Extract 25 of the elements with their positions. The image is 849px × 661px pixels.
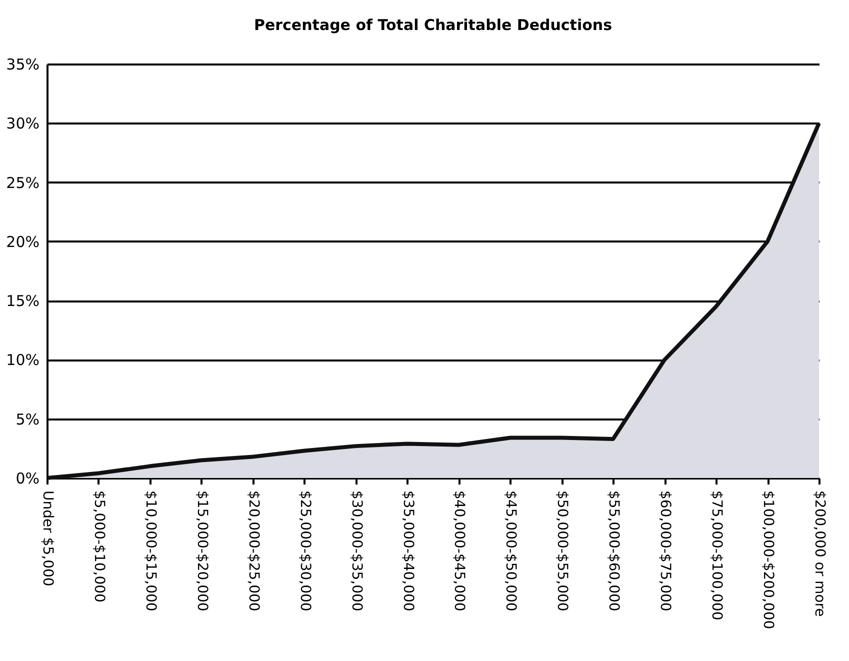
y-tick-label: 15%	[6, 292, 40, 310]
y-tick-label: 0%	[16, 470, 40, 488]
y-tick-label: 25%	[6, 174, 40, 192]
chart-title: Percentage of Total Charitable Deductions	[254, 16, 612, 34]
x-tick-label: Under $5,000	[40, 490, 56, 586]
x-tick-label: $5,000-$10,000	[90, 490, 107, 602]
x-tick-label: $40,000-$45,000	[451, 490, 468, 612]
x-tick-label: $15,000-$20,000	[194, 490, 210, 612]
x-tick-label: $30,000-$35,000	[348, 490, 364, 612]
y-tick-label: 20%	[6, 232, 40, 251]
x-tick-label: $50,000-$55,000	[554, 490, 570, 612]
x-tick-label: $20,000-$25,000	[245, 490, 262, 612]
x-tick-label: $100,000-$200,000	[760, 490, 776, 630]
x-tick-label: $45,000-$50,000	[502, 490, 519, 612]
y-tick-label: 30%	[6, 114, 40, 133]
x-tick-label: $75,000-$100,000	[708, 490, 725, 620]
y-tick-label: 10%	[6, 351, 40, 370]
x-tick-label: $60,000-$75,000	[657, 490, 674, 612]
x-tick-label: $35,000-$40,000	[400, 490, 416, 612]
y-tick-label: 35%	[6, 56, 40, 74]
y-tick-label: 5%	[16, 410, 40, 428]
x-tick-label: $25,000-$30,000	[296, 490, 313, 612]
x-tick-label: $55,000-$60,000	[606, 490, 622, 612]
x-tick-label: $200,000 or more	[812, 490, 828, 617]
x-tick-label: $10,000-$15,000	[142, 490, 158, 612]
